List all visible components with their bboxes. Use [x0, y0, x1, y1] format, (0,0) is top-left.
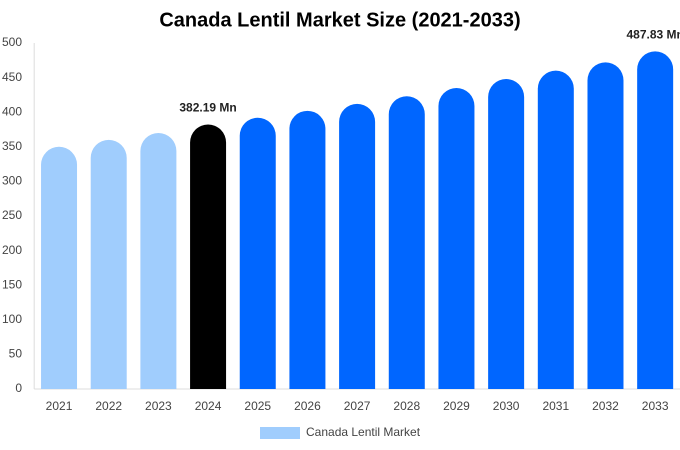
y-tick-label: 100 — [2, 312, 22, 326]
x-tick-label: 2031 — [542, 399, 569, 413]
y-tick-label: 0 — [15, 381, 22, 395]
bar — [388, 96, 425, 389]
bar — [190, 124, 227, 389]
data-label: 382.19 Mn — [179, 101, 236, 115]
x-tick-label: 2025 — [244, 399, 271, 413]
bar — [239, 117, 276, 389]
y-tick-label: 50 — [9, 347, 23, 361]
x-tick-label: 2022 — [95, 399, 122, 413]
bar — [289, 110, 326, 390]
x-tick-label: 2033 — [642, 399, 669, 413]
bar — [637, 51, 674, 390]
bar — [438, 87, 475, 389]
y-tick-label: 350 — [2, 139, 22, 153]
chart-title: Canada Lentil Market Size (2021-2033) — [159, 9, 520, 31]
y-tick-label: 300 — [2, 174, 22, 188]
x-tick-label: 2021 — [46, 399, 73, 413]
bar — [140, 132, 177, 389]
y-tick-label: 150 — [2, 277, 22, 291]
legend-swatch — [260, 427, 300, 439]
bar — [587, 62, 624, 389]
y-tick-label: 400 — [2, 104, 22, 118]
data-label: 487.83 Mn — [626, 28, 680, 42]
x-tick-label: 2026 — [294, 399, 321, 413]
bar — [41, 146, 78, 389]
bar — [339, 103, 376, 390]
x-tick-label: 2028 — [393, 399, 420, 413]
legend-label: Canada Lentil Market — [306, 425, 421, 439]
y-tick-label: 250 — [2, 208, 22, 222]
bar — [90, 139, 127, 389]
x-tick-label: 2029 — [443, 399, 470, 413]
bar — [488, 78, 525, 389]
bar — [537, 70, 574, 390]
x-tick-label: 2030 — [493, 399, 520, 413]
x-tick-label: 2027 — [344, 399, 371, 413]
y-tick-label: 450 — [2, 70, 22, 84]
y-tick-label: 200 — [2, 243, 22, 257]
x-tick-label: 2032 — [592, 399, 619, 413]
y-tick-label: 500 — [2, 35, 22, 49]
x-tick-label: 2023 — [145, 399, 172, 413]
x-tick-label: 2024 — [195, 399, 222, 413]
